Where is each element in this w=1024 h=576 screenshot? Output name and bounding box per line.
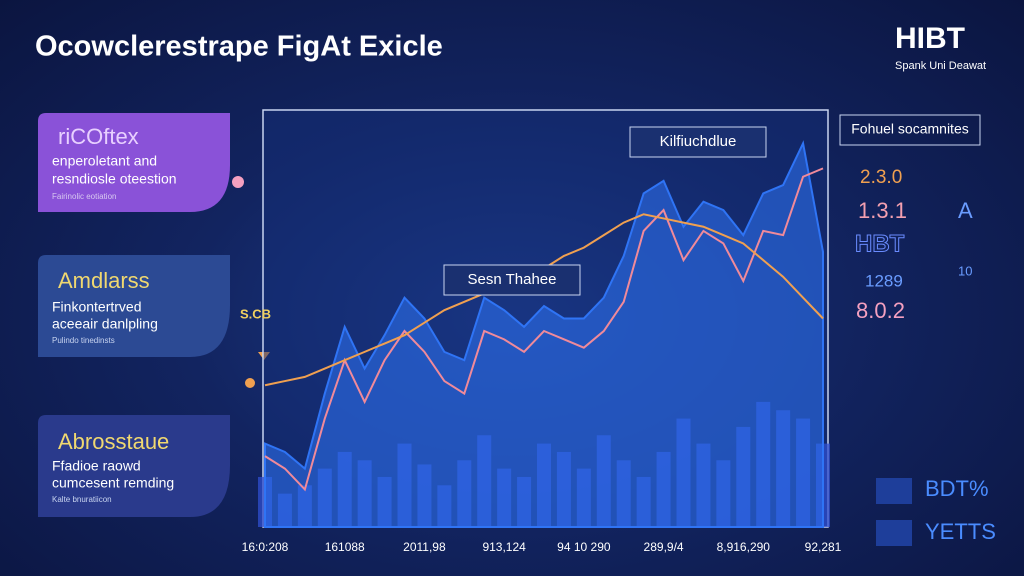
card-footnote: Pulindo tinedinsts: [52, 336, 115, 345]
card-text: resndiosle oteestion: [52, 171, 177, 187]
plot: [258, 140, 830, 528]
panel-item: 8.0.2: [856, 298, 905, 323]
card-title: Amdlarss: [58, 268, 150, 293]
panel-item: 2.3.0: [860, 167, 902, 188]
title: Ocowclerestrape FigΑt Exicle: [35, 31, 443, 63]
card-text: enperoletant and: [52, 153, 157, 169]
x-tick-label: 161088: [325, 540, 365, 554]
footer-item: YETTS: [925, 519, 996, 544]
card: [38, 113, 230, 212]
panel-item: A: [958, 198, 973, 223]
panel-item: 1.3.1: [858, 198, 907, 223]
card: [38, 415, 230, 517]
card-footnote: Kalte bnuratiicon: [52, 495, 112, 504]
panel-title: Fohuel socamnites: [851, 121, 969, 137]
dot: [232, 176, 244, 188]
panel-item: HBT: [855, 230, 905, 257]
card-text: aceeair danlpling: [52, 316, 158, 332]
footer-item: BDT%: [925, 476, 989, 501]
x-tick-label: 16:0:208: [242, 540, 289, 554]
icon: [876, 478, 912, 504]
panel-item: 1289: [865, 271, 903, 290]
x-tick-label: 94 10 290: [557, 540, 611, 554]
x-tick-label: 8,916,290: [717, 540, 771, 554]
area: [264, 140, 824, 528]
card-title: Abrosstaue: [58, 429, 169, 454]
card-text: Finkontertrved: [52, 299, 141, 315]
panel-box: [839, 114, 981, 146]
dot: [245, 378, 255, 388]
line: [264, 167, 824, 492]
x-tick-label: 289,9/4: [644, 540, 684, 554]
annotation: Sesn Thahee: [468, 271, 557, 288]
x-tick-label: 913,124: [482, 540, 526, 554]
card-text: Ffadioe raowd: [52, 458, 141, 474]
logo-subtitle: Spank Uni Deawat: [895, 60, 986, 72]
card: [38, 255, 230, 357]
panel-item: 10: [958, 263, 972, 278]
annotation: S.CB: [240, 306, 271, 321]
annotation-box: [443, 264, 581, 296]
annotation: Kilfiuchdlue: [660, 133, 737, 150]
logo: HIBT: [895, 22, 965, 55]
x-tick-label: 92,281: [805, 540, 842, 554]
card-footnote: Fairinolic eotiation: [52, 192, 116, 201]
annotation-box: [629, 126, 767, 158]
card-text: cumcesent remding: [52, 475, 174, 491]
card-title: riCOftex: [58, 124, 139, 149]
x-tick-label: 2011,98: [403, 540, 446, 554]
icon: [876, 520, 912, 546]
